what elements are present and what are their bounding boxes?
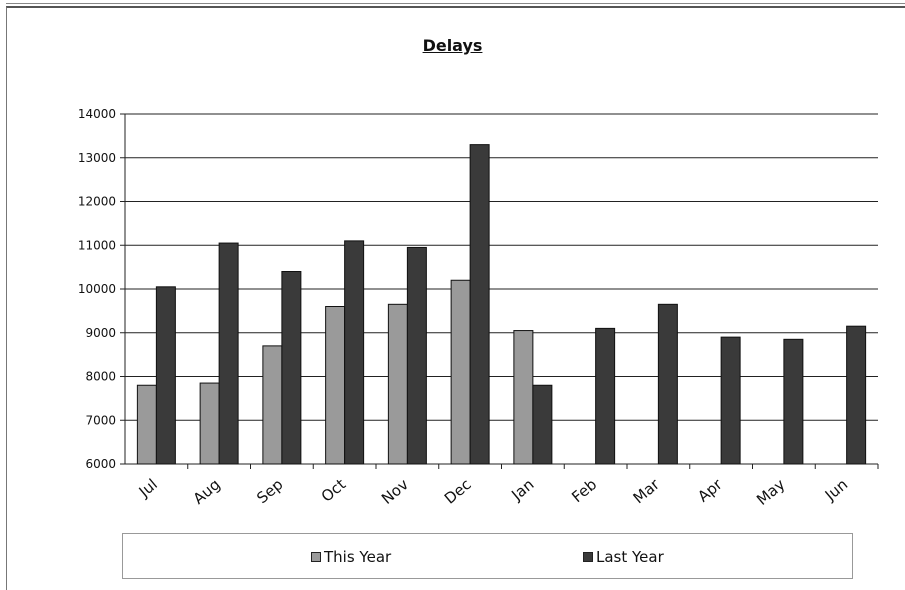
bar-this-year bbox=[513, 330, 534, 465]
chart-title: Delays bbox=[422, 36, 483, 55]
bar-this-year bbox=[450, 279, 471, 465]
bar-this-year bbox=[325, 306, 346, 465]
y-tick-label: 13000 bbox=[78, 151, 116, 165]
x-tick-label: Aug bbox=[190, 475, 224, 508]
bar-last-year bbox=[783, 338, 804, 465]
bar-last-year bbox=[281, 271, 302, 465]
y-tick-label: 7000 bbox=[85, 413, 116, 427]
bar-last-year bbox=[720, 336, 741, 465]
legend-swatch-this-year bbox=[311, 552, 321, 562]
x-tick-label: Jul bbox=[135, 475, 161, 501]
bar-last-year bbox=[406, 246, 427, 465]
top-border-line bbox=[6, 3, 905, 4]
bar-last-year bbox=[846, 325, 867, 465]
y-tick-label: 10000 bbox=[78, 282, 116, 296]
legend-label-this-year: This Year bbox=[324, 548, 392, 566]
y-tick-label: 14000 bbox=[78, 107, 116, 121]
chart-frame bbox=[6, 6, 905, 590]
x-tick-label: May bbox=[753, 475, 788, 509]
y-tick-label: 11000 bbox=[78, 238, 116, 252]
bar-this-year bbox=[387, 303, 408, 465]
x-tick-label: Sep bbox=[253, 475, 286, 507]
x-tick-label: Dec bbox=[441, 475, 475, 507]
x-tick-label: Feb bbox=[568, 475, 600, 506]
bar-last-year bbox=[469, 144, 490, 465]
bar-last-year bbox=[657, 303, 678, 465]
legend-label-last-year: Last Year bbox=[596, 548, 664, 566]
bar-last-year bbox=[595, 327, 616, 465]
y-tick-label: 9000 bbox=[85, 326, 116, 340]
legend-item-this-year: This Year bbox=[311, 548, 391, 566]
bar-last-year bbox=[155, 286, 176, 465]
x-tick-label: Jun bbox=[821, 475, 851, 504]
x-tick-label: Jan bbox=[507, 475, 537, 504]
bar-this-year bbox=[199, 382, 220, 465]
x-tick-label: Mar bbox=[630, 475, 664, 508]
bar-this-year bbox=[136, 384, 157, 465]
bar-last-year bbox=[218, 242, 239, 465]
y-tick-label: 12000 bbox=[78, 195, 116, 209]
bar-last-year bbox=[532, 384, 553, 465]
x-tick-label: Oct bbox=[318, 475, 350, 506]
legend-swatch-last-year bbox=[583, 552, 593, 562]
legend-item-last-year: Last Year bbox=[583, 548, 664, 566]
y-tick-label: 6000 bbox=[85, 457, 116, 471]
chart-legend: This Year Last Year bbox=[122, 533, 853, 579]
x-tick-label: Nov bbox=[378, 475, 412, 508]
y-tick-label: 8000 bbox=[85, 370, 116, 384]
bar-last-year bbox=[344, 240, 365, 465]
x-tick-label: Apr bbox=[694, 475, 726, 506]
bar-this-year bbox=[262, 345, 283, 465]
